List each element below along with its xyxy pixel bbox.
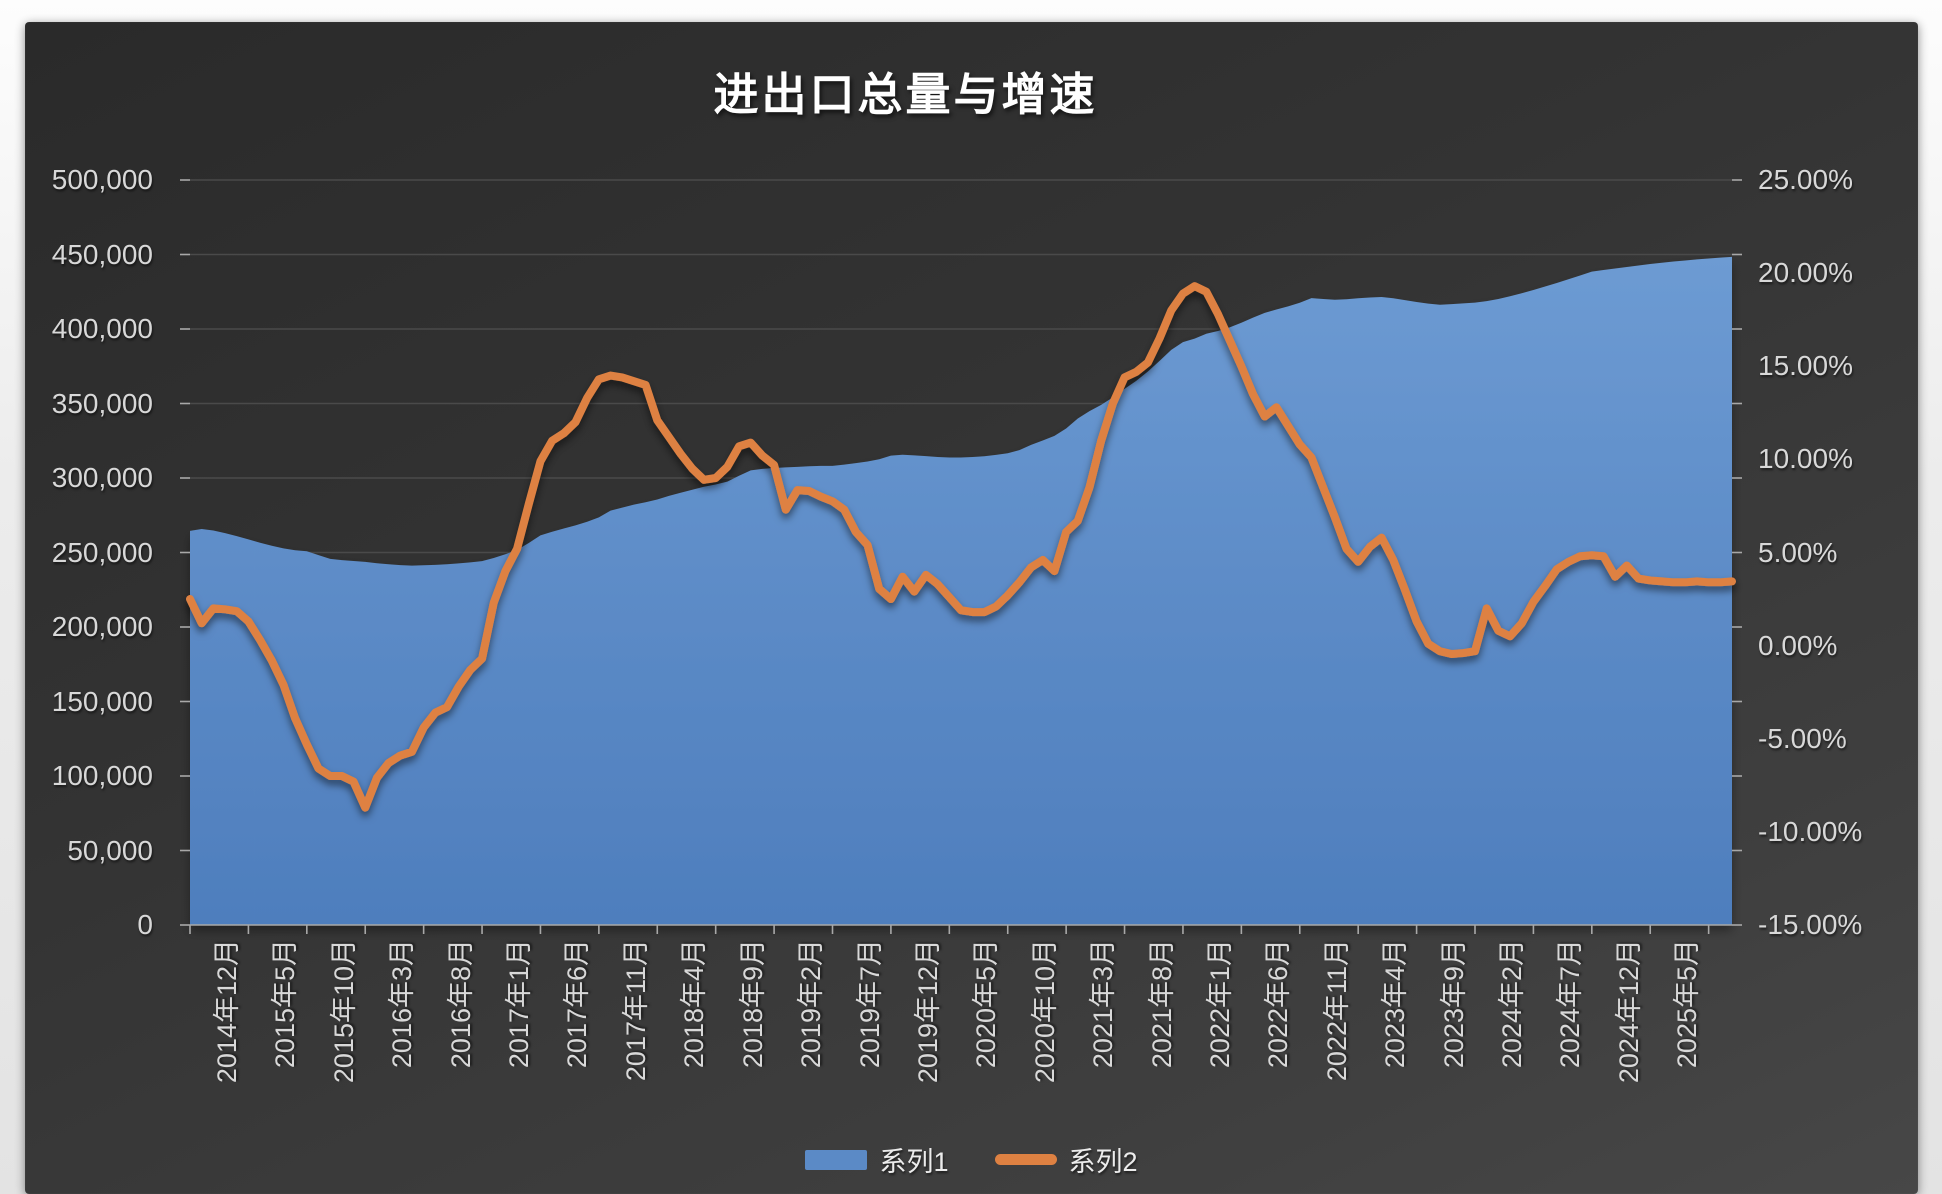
x-axis-label: 2020年10月 bbox=[1029, 939, 1060, 1084]
y-axis-left-label: 250,000 bbox=[51, 536, 153, 568]
x-axis-label: 2024年2月 bbox=[1497, 939, 1527, 1069]
x-axis-label: 2024年7月 bbox=[1555, 939, 1586, 1069]
x-axis-label: 2015年5月 bbox=[270, 939, 301, 1069]
series2-line bbox=[186, 282, 1736, 812]
y-axis-right-label: 15.00% bbox=[1758, 350, 1853, 382]
x-axis-label: 2017年6月 bbox=[562, 939, 593, 1069]
legend-series1-label: 系列1 bbox=[879, 1147, 949, 1177]
y-axis-right-label: -5.00% bbox=[1758, 722, 1847, 754]
y-axis-left-label: 500,000 bbox=[51, 164, 153, 195]
y-axis-left-label: 350,000 bbox=[51, 387, 153, 419]
plot-area bbox=[180, 179, 1742, 934]
chart-surface: 进出口总量与增速 500,000 450,000 400,000 350,000 300… bbox=[25, 22, 1918, 1194]
y-axis-left-label: 300,000 bbox=[51, 462, 153, 493]
y-axis-left-label: 450,000 bbox=[51, 238, 153, 270]
x-axis-label: 2018年9月 bbox=[737, 939, 768, 1069]
x-axis-label: 2018年4月 bbox=[679, 939, 710, 1069]
x-axis-label: 2017年1月 bbox=[504, 939, 535, 1069]
y-axis-right-label: -15.00% bbox=[1758, 909, 1863, 940]
legend-item-series2[interactable]: 系列2 bbox=[994, 1140, 1138, 1179]
y-axis-left-label: 0 bbox=[137, 909, 153, 940]
y-axis-right-label: -10.00% bbox=[1758, 815, 1863, 847]
x-axis-label: 2017年11月 bbox=[620, 939, 651, 1082]
x-axis-label: 2015年10月 bbox=[328, 939, 359, 1084]
x-axis-label: 2021年3月 bbox=[1088, 939, 1119, 1069]
legend: 系列1 系列2 bbox=[25, 1140, 1918, 1179]
x-axis-label: 2019年2月 bbox=[796, 939, 827, 1069]
chart-title: 进出口总量与增速 bbox=[713, 69, 1098, 120]
series1-area-swatch-icon bbox=[805, 1149, 868, 1170]
x-axis-label: 2025年5月 bbox=[1672, 939, 1703, 1069]
y-axis-left-label: 150,000 bbox=[51, 685, 153, 717]
y-axis-right-label: 20.00% bbox=[1758, 257, 1853, 289]
x-axis-label: 2022年1月 bbox=[1204, 939, 1235, 1069]
x-axis-label: 2021年8月 bbox=[1146, 939, 1177, 1069]
legend-series2-label: 系列2 bbox=[1068, 1147, 1138, 1177]
y-axis-left-label: 400,000 bbox=[51, 313, 153, 344]
axis-ticks bbox=[180, 179, 1742, 934]
x-axis-label: 2016年3月 bbox=[387, 939, 418, 1069]
y-axis-left-label: 100,000 bbox=[51, 760, 153, 791]
x-axis-label: 2019年7月 bbox=[854, 939, 885, 1069]
y-axis-right-label: 5.00% bbox=[1758, 536, 1838, 568]
y-axis-right-label: 25.00% bbox=[1758, 164, 1853, 195]
x-axis-label: 2014年12月 bbox=[212, 939, 242, 1084]
x-axis-label: 2019年12月 bbox=[912, 939, 943, 1084]
legend-item-series1[interactable]: 系列1 bbox=[805, 1140, 949, 1179]
y-axis-left-label: 200,000 bbox=[51, 611, 153, 642]
y-axis-right-label: 10.00% bbox=[1758, 443, 1853, 475]
series1-area bbox=[190, 256, 1732, 925]
x-axis-label: 2022年11月 bbox=[1321, 939, 1352, 1082]
y-axis-left-label: 50,000 bbox=[67, 834, 153, 866]
x-axis-label: 2016年8月 bbox=[445, 939, 476, 1069]
series2-line-swatch-icon bbox=[994, 1154, 1057, 1165]
x-axis-label: 2022年6月 bbox=[1263, 939, 1294, 1069]
x-axis-label: 2024年12月 bbox=[1613, 939, 1644, 1084]
x-axis-label: 2020年5月 bbox=[971, 939, 1002, 1069]
y-axis-right-label: 0.00% bbox=[1758, 629, 1838, 661]
x-axis-label: 2023年9月 bbox=[1438, 939, 1469, 1069]
x-axis-label: 2023年4月 bbox=[1380, 939, 1411, 1069]
